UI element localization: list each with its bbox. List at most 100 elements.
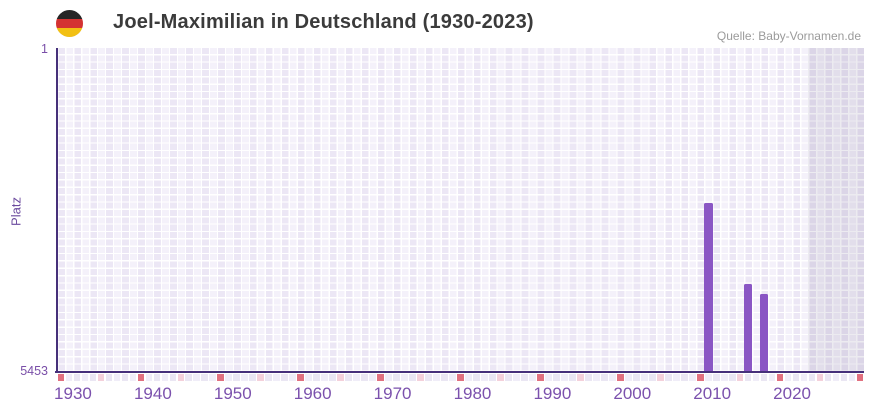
rank-bar-2009[interactable] xyxy=(703,203,713,372)
year-strip-tile-1935 xyxy=(113,373,121,382)
german-flag-icon xyxy=(56,10,83,37)
year-strip-tile-2001 xyxy=(640,373,648,382)
year-strip-tile-2019 xyxy=(784,373,792,382)
year-strip-tile-1999 xyxy=(624,373,632,382)
y-tick-max: 5453 xyxy=(20,364,48,378)
year-strip-tile-2023 xyxy=(816,373,824,382)
year-strip-tile-1946 xyxy=(201,373,209,382)
year-strip-tile-1938 xyxy=(137,373,145,382)
year-strip-tile-1939 xyxy=(145,373,153,382)
year-strip-tile-1940 xyxy=(153,373,161,382)
rank-bar-2016[interactable] xyxy=(759,294,769,372)
year-strip-tile-2018 xyxy=(776,373,784,382)
x-tick-2000: 2000 xyxy=(613,384,652,403)
year-strip-tile-2024 xyxy=(824,373,832,382)
year-strip-tile-1971 xyxy=(401,373,408,382)
year-strip-tile-1936 xyxy=(121,373,129,382)
year-strip-tile-1972 xyxy=(409,373,416,382)
year-strip-tile-1984 xyxy=(505,373,512,382)
year-strip-tile-1937 xyxy=(129,373,137,382)
year-strip-tile-1986 xyxy=(521,373,528,382)
year-strip-tile-1943 xyxy=(177,373,185,382)
year-strip-tile-1929 xyxy=(65,373,73,382)
year-strip-tile-1945 xyxy=(193,373,201,382)
year-strip-tile-2027 xyxy=(848,373,856,382)
year-strip-tile-2006 xyxy=(680,373,688,382)
year-strip-tile-1976 xyxy=(441,373,448,382)
x-tick-1940: 1940 xyxy=(133,384,172,403)
year-strip-tile-2021 xyxy=(800,373,808,382)
year-strip-tile-2009 xyxy=(704,373,712,382)
year-strip-tile-1979 xyxy=(465,373,472,382)
year-strip-tile-1949 xyxy=(225,373,233,382)
year-strip-tile-1942 xyxy=(169,373,177,382)
year-strip-tile-2003 xyxy=(656,373,664,382)
year-strip-tile-1992 xyxy=(569,373,576,382)
year-strip-tile-2026 xyxy=(840,373,848,382)
year-strip-tile-2008 xyxy=(696,373,704,382)
year-strip-tile-2020 xyxy=(792,373,800,382)
year-strip-tile-2015 xyxy=(752,373,760,382)
year-strip-tile-1988 xyxy=(537,373,544,382)
year-strip-tile-1944 xyxy=(185,373,193,382)
x-tick-2020: 2020 xyxy=(773,384,811,403)
year-strip-tile-1934 xyxy=(105,373,113,382)
year-strip-tile-1990 xyxy=(553,373,560,382)
year-strip-tile-2022 xyxy=(808,373,816,382)
no-data-region xyxy=(808,48,864,372)
year-strip-tile-1958 xyxy=(297,373,305,382)
year-strip-tile-2002 xyxy=(648,373,656,382)
year-strip-tile-1941 xyxy=(161,373,169,382)
year-strip-tile-1983 xyxy=(497,373,504,382)
year-strip-tile-1931 xyxy=(81,373,89,382)
year-strip-tile-1955 xyxy=(273,373,281,382)
x-tick-2010: 2010 xyxy=(693,384,732,403)
year-strip-tile-1963 xyxy=(337,373,344,382)
year-strip-tile-1981 xyxy=(481,373,488,382)
year-strip-tile-1994 xyxy=(584,373,592,382)
year-strip-tile-1933 xyxy=(97,373,105,382)
year-strip-tile-2013 xyxy=(736,373,744,382)
year-strip-tile-1952 xyxy=(249,373,257,382)
year-strip-tile-1956 xyxy=(281,373,289,382)
year-strip-tile-2028 xyxy=(856,373,864,382)
year-strip-tile-1978 xyxy=(457,373,464,382)
y-tick-min: 1 xyxy=(41,42,48,56)
year-strip-tile-2014 xyxy=(744,373,752,382)
year-strip-tile-1977 xyxy=(449,373,456,382)
plot-area xyxy=(57,48,864,372)
year-strip-tile-1996 xyxy=(600,373,608,382)
chart-title: Joel-Maximilian in Deutschland (1930-202… xyxy=(113,11,534,33)
year-strip-tile-1953 xyxy=(257,373,265,382)
year-strip-tile-1930 xyxy=(73,373,81,382)
year-strip-tile-1967 xyxy=(369,373,376,382)
year-strip-tile-1969 xyxy=(385,373,392,382)
x-tick-1930: 1930 xyxy=(54,384,92,403)
year-strip-tile-1987 xyxy=(529,373,536,382)
year-strip-tile-2007 xyxy=(688,373,696,382)
year-strip-tile-1947 xyxy=(209,373,217,382)
year-strip-tile-2005 xyxy=(672,373,680,382)
year-strip-tile-1968 xyxy=(377,373,384,382)
year-strip-tile-2025 xyxy=(832,373,840,382)
year-strip-tile-1957 xyxy=(289,373,297,382)
y-axis-line xyxy=(55,48,58,372)
source-attribution: Quelle: Baby-Vornamen.de xyxy=(716,29,861,43)
year-strip-tile-1970 xyxy=(393,373,400,382)
year-strip-tile-1951 xyxy=(241,373,249,382)
year-strip-tile-1974 xyxy=(425,373,432,382)
rank-bar-2014[interactable] xyxy=(743,283,753,372)
year-strip-tile-1928 xyxy=(57,373,65,382)
year-strip-tile-2011 xyxy=(720,373,728,382)
year-strip-tile-1975 xyxy=(433,373,440,382)
y-axis-label: Platz xyxy=(8,197,24,226)
year-strip-tile-1982 xyxy=(489,373,496,382)
year-strip-tile-1966 xyxy=(361,373,368,382)
year-strip-tile-1960 xyxy=(313,373,321,382)
x-tick-1950: 1950 xyxy=(213,384,252,403)
x-tick-1980: 1980 xyxy=(453,384,492,403)
year-strip-tile-2010 xyxy=(712,373,720,382)
year-strip-tile-2000 xyxy=(632,373,640,382)
year-strip-tile-1932 xyxy=(89,373,97,382)
